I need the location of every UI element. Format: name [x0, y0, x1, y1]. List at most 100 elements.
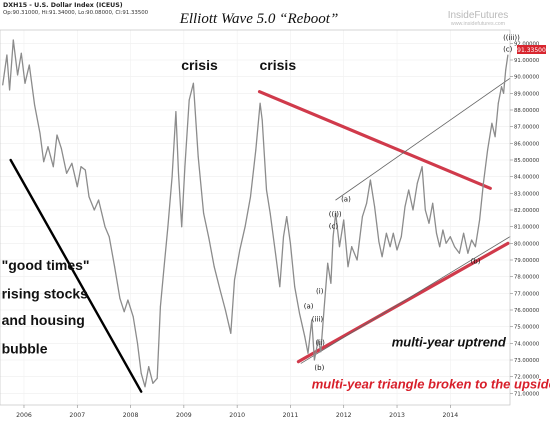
price-point [265, 189, 268, 191]
price-point [244, 226, 246, 228]
price-point [491, 122, 493, 124]
price-point [76, 186, 78, 188]
price-point [356, 259, 358, 261]
chart-title: Elliott Wave 5.0 “Reboot” [179, 11, 339, 27]
price-point [80, 166, 82, 168]
annotation-text: crisis [181, 57, 218, 73]
wave-label: (iii) [312, 316, 324, 324]
price-point [233, 279, 236, 281]
price-point [347, 266, 349, 268]
price-point [2, 84, 4, 86]
price-point [416, 182, 418, 184]
price-point [327, 262, 329, 264]
trendline-triangle-upper [257, 90, 492, 190]
price-point [298, 312, 301, 314]
ohlc-header: Op:90.31000, Hi:91.34000, Lo:90.08000, C… [3, 10, 149, 16]
price-point [323, 309, 325, 311]
price-point [479, 219, 481, 221]
price-point [47, 146, 49, 148]
price-point [320, 351, 322, 353]
price-point [224, 309, 226, 311]
price-point [66, 172, 68, 174]
price-badge-text: 91.33500 [517, 47, 546, 54]
price-point [159, 306, 161, 308]
wave-label: ((i)) [329, 211, 342, 219]
price-point [445, 242, 447, 244]
price-point [366, 202, 368, 204]
price-point [43, 161, 45, 163]
y-tick-label: 74.00000 [514, 341, 540, 347]
price-point [378, 241, 380, 243]
price-point [313, 359, 315, 361]
price-point [60, 147, 62, 149]
y-tick-label: 75.00000 [514, 325, 540, 331]
trendline-bubble-decline [9, 158, 143, 393]
wave-label: (ii) [315, 339, 325, 347]
price-point [84, 169, 86, 171]
current-price-badge: 91.33500 [517, 45, 546, 54]
x-tick-label: 2006 [16, 412, 32, 419]
price-point [34, 104, 36, 106]
price-point [454, 246, 456, 248]
price-point [144, 386, 146, 388]
trendlines [9, 77, 511, 393]
wave-label: (b) [314, 364, 324, 372]
wave-label: (c) [329, 222, 339, 230]
y-tick-label: 85.00000 [514, 158, 540, 164]
price-point [351, 246, 353, 248]
price-point [197, 156, 199, 158]
y-tick-label: 73.00000 [514, 358, 540, 364]
plot-frame [0, 29, 511, 406]
price-point [140, 372, 142, 374]
annotations: crisis crisis "good times" rising stocks and… [2, 34, 550, 391]
price-point [98, 199, 100, 201]
price-point [175, 111, 177, 113]
price-point [500, 86, 503, 88]
price-point [385, 232, 387, 234]
price-point [286, 216, 288, 218]
annotation-text: multi-year uptrend [392, 335, 507, 350]
price-point [505, 69, 507, 71]
x-tick-label: 2011 [283, 412, 299, 419]
symbol-header: DXH15 - U.S. Dollar Index (ICEUS) [3, 2, 123, 9]
price-point [307, 352, 309, 354]
annotation-text: and housing [2, 312, 85, 328]
price-point [304, 336, 306, 338]
y-tick-label: 79.00000 [514, 258, 540, 264]
price-point [503, 92, 505, 94]
price-point [428, 222, 430, 224]
price-point [497, 102, 499, 104]
price-point [487, 149, 489, 151]
price-point [148, 366, 150, 368]
price-point [208, 237, 210, 239]
price-point [177, 172, 180, 174]
price-point [404, 206, 406, 208]
y-tick-label: 80.00000 [514, 241, 540, 247]
price-point [261, 119, 263, 121]
price-point [9, 89, 11, 91]
y-tick-label: 89.00000 [514, 91, 540, 97]
price-point [219, 289, 221, 291]
price-point [119, 297, 121, 299]
x-tick-label: 2010 [229, 412, 245, 419]
price-point [39, 132, 41, 134]
price-point [338, 246, 341, 248]
wave-label: (i) [316, 287, 324, 295]
price-point [442, 229, 444, 231]
price-point [463, 232, 465, 234]
price-point [432, 202, 434, 204]
price-point [400, 236, 402, 238]
wave-label: ((iii)) [503, 34, 520, 42]
trendline-triangle-lower [296, 241, 510, 364]
price-point [192, 82, 194, 84]
y-tick-label: 72.00000 [514, 375, 540, 381]
price-point [482, 182, 484, 184]
price-point [20, 52, 22, 54]
trendline-channel-upper [335, 77, 511, 201]
price-point [104, 226, 106, 228]
price-series [2, 39, 509, 388]
price-point [136, 342, 139, 344]
insidefutures-logo: InsideFutures www.insidefutures.com [448, 10, 509, 27]
x-tick-label: 2013 [389, 412, 405, 419]
price-point [12, 39, 14, 41]
